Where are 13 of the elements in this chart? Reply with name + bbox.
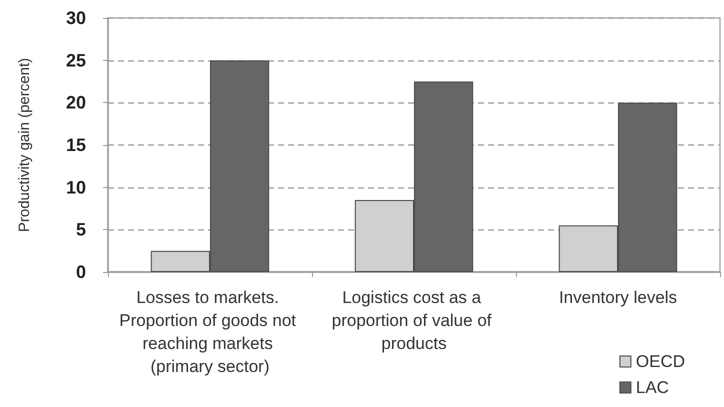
y-tick-label: 15: [66, 135, 86, 155]
y-tick-label: 10: [66, 177, 86, 198]
y-axis-title: Productivity gain (percent): [16, 58, 33, 232]
x-tick-label: Losses to markets. Proportion of goods not reaching markets (primary sector): [119, 288, 301, 376]
y-tick-label: 5: [76, 220, 86, 240]
y-tick-label: 20: [66, 92, 86, 113]
x-tick-label: Logistics cost as a proportion of value of products: [332, 288, 496, 353]
y-tick-label: 25: [66, 50, 86, 70]
legend-label: LAC: [636, 378, 669, 397]
x-tick-label: Inventory levels: [558, 288, 678, 307]
legend-label: OECD: [636, 352, 686, 371]
y-tick-label: 30: [66, 8, 86, 28]
y-tick-label: 0: [76, 262, 86, 282]
